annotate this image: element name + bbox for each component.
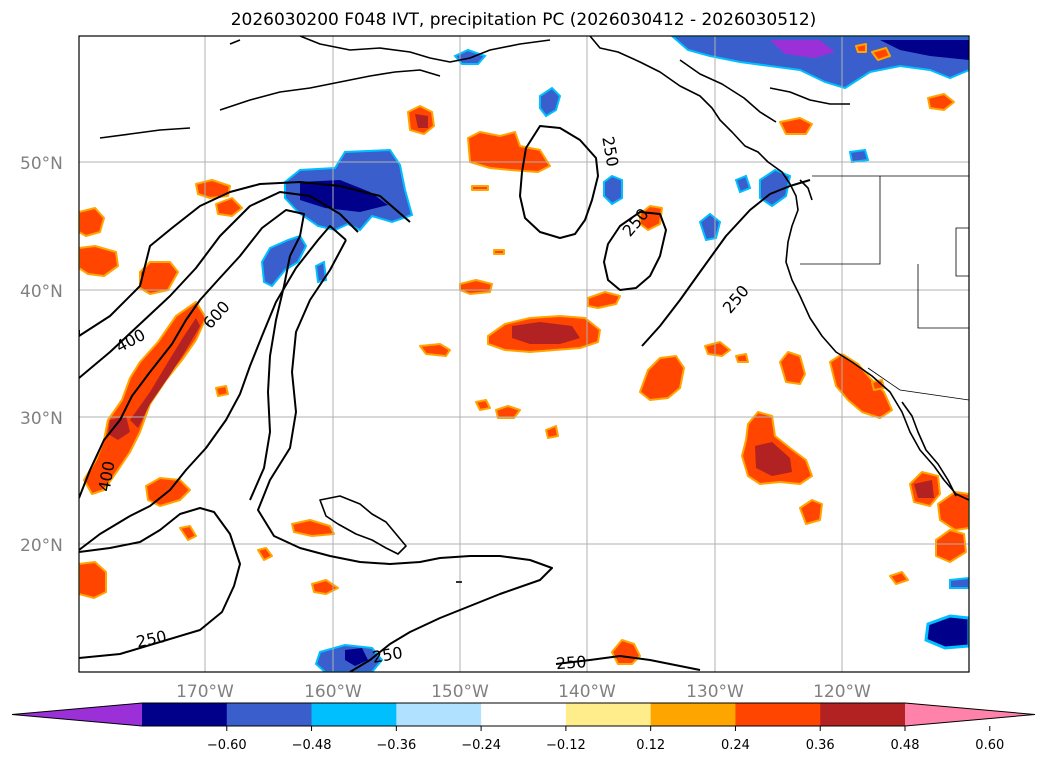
lon-label-160w: 160°W xyxy=(304,682,362,702)
colorbar-tick-label: 0.48 xyxy=(891,738,920,753)
ocean-background xyxy=(79,36,969,672)
colorbar-segment xyxy=(142,703,228,726)
lon-label-120w: 120°W xyxy=(813,682,871,702)
colorbar-segment xyxy=(226,703,313,726)
positive-precip-patches xyxy=(79,43,969,665)
colorbar-tick-label: 0.36 xyxy=(806,738,835,753)
lat-label-30n: 30°N xyxy=(20,409,63,429)
colorbar-segment xyxy=(311,703,397,726)
colorbar-extend-low xyxy=(12,703,142,726)
colorbar-segment xyxy=(650,703,736,726)
state-borders xyxy=(800,175,969,401)
longitude-labels: 170°W 160°W 150°W 140°W 130°W 120°W xyxy=(176,682,871,702)
ivt-contours xyxy=(79,125,811,672)
lon-label-150w: 150°W xyxy=(431,682,489,702)
lon-label-140w: 140°W xyxy=(558,682,616,702)
colorbar-tick-label: −0.60 xyxy=(207,738,247,753)
lat-label-50n: 50°N xyxy=(20,154,63,174)
gridlines xyxy=(79,36,969,672)
map-title: 2026030200 F048 IVT, precipitation PC (2… xyxy=(230,10,817,30)
colorbar-extend-high xyxy=(905,703,1035,726)
colorbar-tick-label: −0.12 xyxy=(546,738,586,753)
latitude-labels: 50°N 40°N 30°N 20°N xyxy=(20,154,63,556)
colorbar-tick-label: −0.48 xyxy=(292,738,332,753)
colorbar-tick-label: −0.24 xyxy=(461,738,501,753)
map-frame xyxy=(78,35,970,673)
coastlines xyxy=(99,36,969,583)
lon-label-170w: 170°W xyxy=(176,682,234,702)
colorbar-tick-label: 0.24 xyxy=(721,738,750,753)
map-panel: 250 250 250 400 600 400 250 250 250 xyxy=(79,36,969,673)
colorbar: −0.60 −0.48 −0.36 −0.24 −0.12 0.12 0.24 0.36 0.4… xyxy=(11,702,1036,753)
colorbar-tick-label: 0.12 xyxy=(636,738,665,753)
colorbar-tick-label: −0.36 xyxy=(376,738,416,753)
colorbar-segment xyxy=(565,703,652,726)
colorbar-segment xyxy=(735,703,821,726)
colorbar-segment xyxy=(396,703,482,726)
lon-label-130w: 130°W xyxy=(686,682,744,702)
colorbar-tick-label: 0.60 xyxy=(975,738,1004,753)
contour-label: 250 xyxy=(555,652,587,673)
lat-label-40n: 40°N xyxy=(20,282,63,302)
colorbar-segment xyxy=(481,703,567,726)
colorbar-segment xyxy=(820,703,906,726)
colorbar-outline xyxy=(11,702,1036,727)
lat-label-20n: 20°N xyxy=(20,536,63,556)
